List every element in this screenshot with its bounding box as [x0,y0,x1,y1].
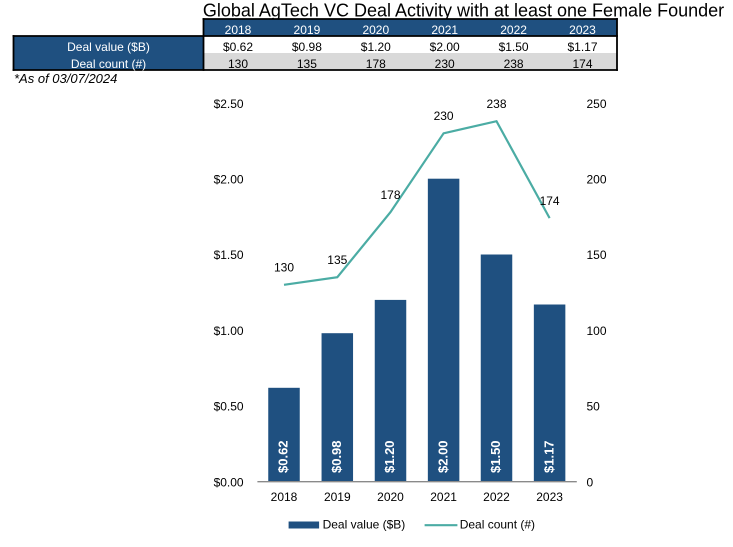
svg-text:130: 130 [228,57,248,71]
svg-text:200: 200 [587,173,607,187]
svg-text:*As of 03/07/2024: *As of 03/07/2024 [14,71,117,86]
svg-text:135: 135 [327,253,347,267]
svg-text:$1.50: $1.50 [499,40,529,54]
svg-text:2022: 2022 [500,23,527,37]
svg-text:Deal value ($B): Deal value ($B) [67,40,150,54]
svg-text:$1.20: $1.20 [361,40,391,54]
svg-text:150: 150 [587,248,607,262]
svg-text:2019: 2019 [294,23,321,37]
svg-text:$0.00: $0.00 [214,475,244,489]
svg-text:2021: 2021 [430,490,457,504]
svg-text:238: 238 [504,57,524,71]
svg-text:230: 230 [434,109,454,123]
svg-text:135: 135 [297,57,317,71]
svg-text:2023: 2023 [569,23,596,37]
svg-text:$2.00: $2.00 [430,40,460,54]
svg-text:2018: 2018 [271,490,298,504]
svg-text:$1.50: $1.50 [488,440,503,473]
svg-text:2020: 2020 [377,490,404,504]
svg-text:174: 174 [572,57,592,71]
svg-text:Deal value ($B): Deal value ($B) [323,518,406,532]
svg-text:$1.20: $1.20 [382,440,397,473]
svg-text:230: 230 [435,57,455,71]
svg-text:$1.17: $1.17 [541,440,556,473]
svg-text:$2.00: $2.00 [435,440,450,473]
svg-text:$2.00: $2.00 [214,173,244,187]
svg-text:$1.00: $1.00 [214,324,244,338]
svg-text:174: 174 [540,194,560,208]
svg-text:$1.17: $1.17 [567,40,597,54]
svg-text:$2.50: $2.50 [214,97,244,111]
svg-text:178: 178 [366,57,386,71]
svg-text:178: 178 [380,188,400,202]
svg-text:Global AgTech VC Deal Activity: Global AgTech VC Deal Activity with at l… [203,1,724,21]
svg-text:100: 100 [587,324,607,338]
svg-text:2019: 2019 [324,490,351,504]
svg-text:50: 50 [587,400,601,414]
svg-text:$0.98: $0.98 [292,40,322,54]
svg-text:250: 250 [587,97,607,111]
svg-text:Deal count (#): Deal count (#) [460,518,535,532]
svg-text:130: 130 [274,261,294,275]
svg-text:2021: 2021 [431,23,458,37]
svg-text:2020: 2020 [362,23,389,37]
svg-text:238: 238 [486,97,506,111]
svg-text:$0.62: $0.62 [276,440,291,473]
svg-text:2022: 2022 [483,490,510,504]
svg-text:$0.62: $0.62 [223,40,253,54]
svg-text:2018: 2018 [225,23,252,37]
svg-text:$0.50: $0.50 [214,400,244,414]
svg-text:0: 0 [587,475,594,489]
svg-text:Deal count (#): Deal count (#) [71,57,146,71]
svg-text:$0.98: $0.98 [329,440,344,473]
svg-text:$1.50: $1.50 [214,248,244,262]
svg-text:2023: 2023 [536,490,563,504]
